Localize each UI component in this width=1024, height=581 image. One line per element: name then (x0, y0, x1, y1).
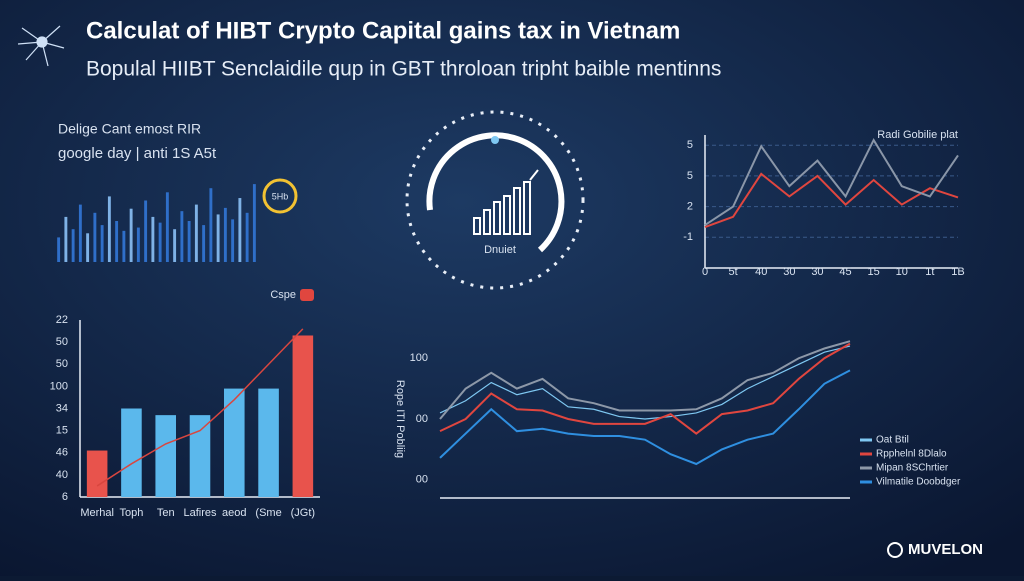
bar (78, 204, 82, 262)
badge-label: Cspe (270, 289, 296, 301)
legend-label: Rpphelnl 8Dlalo (876, 449, 947, 460)
bar (258, 388, 279, 497)
bar (71, 229, 75, 262)
bar (64, 216, 68, 262)
bar (122, 230, 126, 262)
bar (136, 227, 140, 262)
bar (187, 221, 191, 262)
bar (151, 216, 155, 262)
x-tick-label: aeod (222, 507, 246, 519)
x-tick-label: 30 (783, 266, 795, 278)
bar (292, 335, 314, 497)
series-line (439, 342, 851, 435)
y-tick-label: 46 (56, 447, 68, 459)
brand: MUVELON (887, 541, 983, 558)
bar (158, 222, 162, 262)
x-tick-label: 1B (951, 266, 964, 278)
x-tick-label: 1t (925, 266, 934, 278)
x-tick-label: 0 (702, 266, 708, 278)
y-tick-label: 100 (50, 380, 68, 392)
bar (57, 237, 61, 262)
bar (245, 212, 249, 262)
x-tick-label: 10 (896, 266, 908, 278)
bar (86, 233, 90, 262)
bar (231, 219, 235, 262)
badge-ring (262, 178, 298, 214)
y-tick-label: 5 (687, 170, 693, 182)
trend-line (96, 328, 304, 487)
chart-title: Delige Cant emost RIR (58, 121, 201, 137)
bar (223, 207, 227, 262)
gauge-label: Dnuiet (484, 244, 516, 256)
y-tick-label: 6 (62, 491, 68, 503)
y-tick-label: 2 (687, 201, 693, 213)
y-tick-label: 100 (410, 352, 428, 364)
y-tick-label: -1 (683, 231, 693, 243)
bar (194, 204, 198, 262)
logo-burst (17, 25, 65, 67)
page-subtitle: Bopulal HIIBT Senclaidile qup in GBT thr… (86, 58, 721, 81)
chart-subtitle: google day | anti 1S A5t (58, 145, 217, 162)
x-tick-label: Toph (119, 507, 143, 519)
y-tick-label: 34 (56, 402, 68, 414)
x-tick-label: 45 (839, 266, 851, 278)
bar (86, 450, 108, 497)
series-line (704, 138, 959, 226)
bar (115, 221, 119, 262)
bar (155, 415, 176, 497)
bar (121, 408, 142, 497)
legend-label: Mipan 8SChrtier (876, 463, 949, 474)
bar (165, 192, 169, 262)
bar (100, 225, 104, 262)
legend-label: Vilmatile Doobdger (876, 477, 961, 488)
x-tick-label: Merhal (80, 507, 114, 519)
legend-label: Oat Btil (876, 435, 909, 446)
bar (209, 188, 213, 262)
bar (252, 184, 256, 262)
series-line (439, 340, 851, 420)
x-tick-label: 15 (868, 266, 880, 278)
x-tick-label: 30 (811, 266, 823, 278)
bar (189, 415, 211, 497)
y-tick-label: 00 (416, 413, 428, 425)
gauge: Dnuiet (405, 110, 585, 290)
bar (93, 212, 97, 262)
y-tick-label: 50 (56, 336, 68, 348)
bar (238, 198, 242, 262)
series-line (439, 369, 851, 466)
x-tick-label: Ten (157, 507, 175, 519)
y-tick-label: 22 (56, 314, 68, 326)
bar (107, 196, 111, 262)
x-tick-label: (Sme (255, 507, 281, 519)
y-tick-label: 5 (687, 139, 693, 151)
x-tick-label: Lafires (183, 507, 217, 519)
y-tick-label: 15 (56, 425, 68, 437)
bar (173, 229, 177, 262)
bar (224, 388, 245, 497)
brand-name: MUVELON (908, 541, 983, 558)
page-title: Calculat of HIBT Crypto Capital gains ta… (86, 17, 680, 44)
bar (216, 214, 220, 262)
bar (144, 200, 148, 262)
y-tick-label: 40 (56, 469, 68, 481)
x-tick-label: (JGt) (291, 507, 315, 519)
x-tick-label: 40 (755, 266, 767, 278)
y-tick-label: 50 (56, 358, 68, 370)
bar (180, 211, 184, 262)
bar (129, 208, 133, 262)
series-line (704, 172, 959, 229)
bar (202, 225, 206, 262)
badge-label: 5Hb (272, 191, 289, 201)
badge-icon (300, 289, 314, 301)
y-tick-label: 00 (416, 474, 428, 486)
y-axis-label: Rope ITI Pobliig (394, 380, 406, 458)
chart-title: Radi Gobilie plat (877, 129, 958, 141)
x-tick-label: 5t (729, 266, 738, 278)
series-line (439, 345, 851, 420)
